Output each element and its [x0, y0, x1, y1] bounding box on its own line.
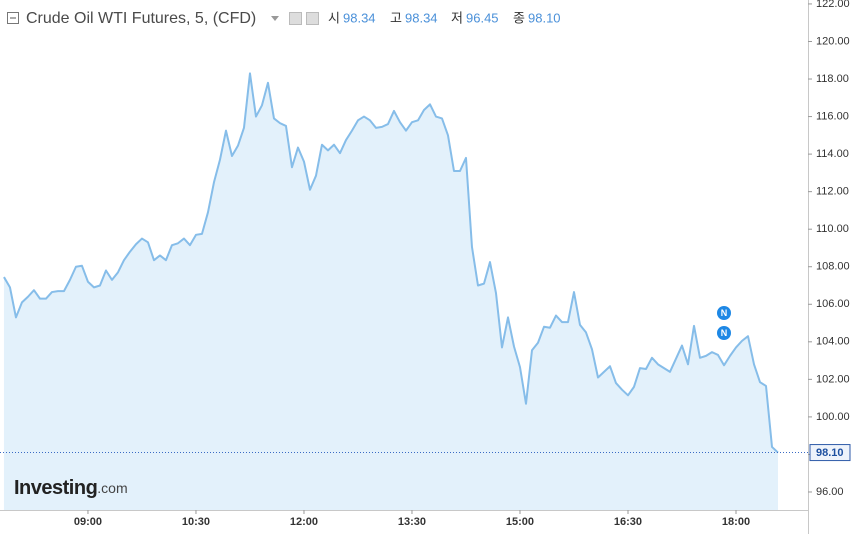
- news-marker[interactable]: N: [717, 306, 731, 320]
- y-tick-label: 108.00: [816, 261, 850, 273]
- area-fill: [3, 73, 778, 510]
- chart-title: Crude Oil WTI Futures, 5, (CFD): [26, 10, 256, 27]
- x-tick-label: 10:30: [182, 516, 210, 528]
- y-tick-label: 112.00: [816, 186, 849, 198]
- plot-area: [3, 72, 779, 510]
- y-tick-label: 100.00: [816, 411, 850, 423]
- y-tick-label: 102.00: [816, 373, 850, 385]
- settings-icon[interactable]: [289, 12, 302, 25]
- x-tick-label: 18:00: [722, 516, 750, 528]
- news-marker-label: N: [721, 328, 728, 338]
- y-tick-label: 96.00: [816, 486, 844, 498]
- y-tick-label: 122.00: [816, 0, 850, 10]
- y-tick-label: 110.00: [816, 223, 849, 235]
- y-tick-label: 116.00: [816, 110, 849, 122]
- last-price-box: [809, 444, 851, 462]
- x-tick-label: 09:00: [74, 516, 102, 528]
- watermark: Investing.com: [14, 477, 128, 499]
- header: Crude Oil WTI Futures, 5, (CFD) 시 98.34 …: [7, 10, 561, 27]
- last-price-label: 98.10: [816, 447, 844, 459]
- y-tick-label: 106.00: [816, 298, 850, 310]
- y-tick-label: 120.00: [816, 35, 850, 47]
- price-line: [3, 72, 779, 454]
- x-tick-label: 15:00: [506, 516, 534, 528]
- ohlc-value: 98.34: [343, 10, 376, 25]
- ohlc-label: 종: [513, 10, 525, 25]
- x-tick-label: 12:00: [290, 516, 318, 528]
- watermark-suffix: .com: [97, 480, 127, 496]
- ohlc-value: 98.34: [405, 10, 438, 25]
- y-tick-label: 114.00: [816, 148, 849, 160]
- news-marker[interactable]: N: [717, 326, 731, 340]
- dropdown-arrow[interactable]: [271, 16, 279, 21]
- x-tick-label: 13:30: [398, 516, 426, 528]
- ohlc-label: 고: [390, 10, 402, 25]
- ohlc-value: 96.45: [466, 10, 499, 25]
- ohlc-label: 시: [328, 10, 340, 25]
- y-tick-label: 104.00: [816, 336, 850, 348]
- news-marker-circle: [717, 306, 731, 320]
- news-marker-label: N: [721, 308, 728, 318]
- ohlc-label: 저: [451, 10, 463, 25]
- watermark-brand: Investing: [14, 477, 97, 499]
- x-tick-label: 16:30: [614, 516, 642, 528]
- y-tick-label: 118.00: [816, 73, 849, 85]
- news-marker-circle: [717, 326, 731, 340]
- ohlc-value: 98.10: [528, 10, 561, 25]
- settings-icon[interactable]: [306, 12, 319, 25]
